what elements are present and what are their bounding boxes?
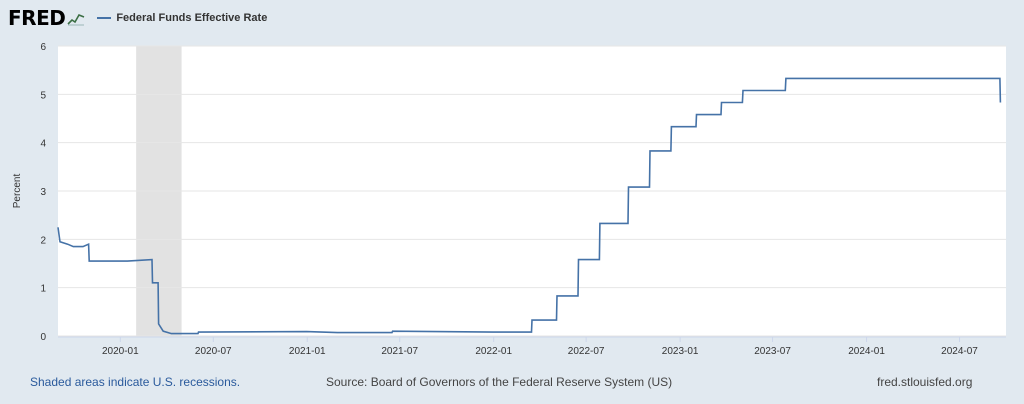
x-tick-label: 2023-01: [662, 346, 699, 357]
x-tick-label: 2023-07: [754, 346, 791, 357]
sparkline-logo-icon: [67, 10, 86, 26]
legend-swatch: [97, 17, 112, 19]
chart-header: FRED Federal Funds Effective Rate: [8, 6, 267, 30]
y-tick-label: 4: [40, 139, 46, 150]
source-note: Source: Board of Governors of the Federa…: [326, 375, 673, 389]
chart-legend: Federal Funds Effective Rate: [97, 12, 267, 24]
y-tick-label: 3: [40, 187, 46, 198]
y-tick-label: 0: [40, 332, 46, 343]
logo-text: FRED: [8, 6, 66, 30]
y-axis-label: Percent: [12, 174, 23, 209]
y-tick-label: 1: [40, 284, 46, 295]
line-chart: 0 1 2 3 4 5 6 Percent 2020-01 2020-07 2021-01 2021-…: [12, 42, 1006, 357]
x-tick-label: 2021-01: [289, 346, 326, 357]
x-tick-label: 2020-01: [102, 346, 139, 357]
y-tick-label: 5: [40, 90, 46, 101]
x-tick-label: 2020-07: [195, 346, 232, 357]
recession-note[interactable]: Shaded areas indicate U.S. recessions.: [30, 375, 241, 389]
y-tick-label: 6: [40, 42, 46, 53]
site-link[interactable]: fred.stlouisfed.org: [877, 375, 973, 389]
legend-series-label: Federal Funds Effective Rate: [116, 12, 268, 24]
x-tick-label: 2021-07: [381, 346, 418, 357]
series-line: [57, 77, 1002, 335]
x-tick-label: 2024-07: [941, 346, 978, 357]
fred-logo[interactable]: FRED: [8, 6, 86, 30]
x-tick-label: 2022-01: [475, 346, 512, 357]
x-tick-label: 2024-01: [848, 346, 885, 357]
x-tick-label: 2022-07: [568, 346, 605, 357]
y-tick-label: 2: [40, 235, 46, 246]
